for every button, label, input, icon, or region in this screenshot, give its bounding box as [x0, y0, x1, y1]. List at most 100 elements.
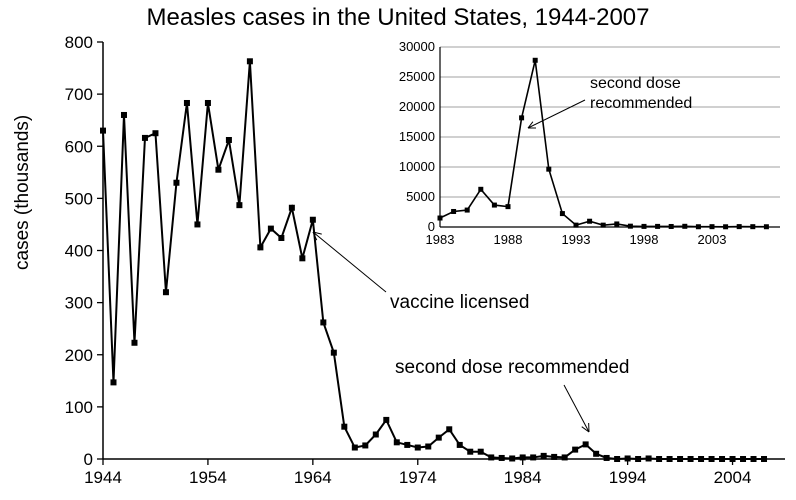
data-marker: [331, 350, 337, 356]
data-marker: [289, 205, 295, 211]
data-marker: [719, 456, 725, 462]
inset-y-tick-label: 5000: [406, 189, 435, 204]
inset-y-tick-label: 25000: [399, 69, 435, 84]
data-marker: [100, 128, 106, 134]
data-marker: [520, 454, 526, 460]
data-marker: [614, 221, 619, 226]
x-tick-label: 1964: [294, 468, 332, 487]
inset-x-tick-label: 1983: [426, 232, 455, 247]
inset-y-tick-label: 20000: [399, 99, 435, 114]
data-marker: [655, 224, 660, 229]
data-marker: [710, 224, 715, 229]
data-marker: [530, 454, 536, 460]
chart-svg: 0100200300400500600700800194419541964197…: [0, 0, 796, 500]
data-marker: [628, 224, 633, 229]
data-marker: [572, 447, 578, 453]
data-marker: [152, 130, 158, 136]
data-marker: [383, 417, 389, 423]
data-marker: [682, 224, 687, 229]
data-marker: [492, 203, 497, 208]
data-marker: [268, 226, 274, 232]
annotation-text: second dose recommended: [395, 357, 629, 378]
data-marker: [656, 456, 662, 462]
y-tick-label: 700: [65, 85, 93, 104]
annotation-text: recommended: [590, 95, 692, 112]
data-marker: [438, 216, 443, 221]
x-tick-label: 1974: [399, 468, 437, 487]
data-marker: [131, 340, 137, 346]
inset-x-tick-label: 1993: [562, 232, 591, 247]
x-tick-label: 1954: [189, 468, 227, 487]
inset-x-tick-label: 2003: [698, 232, 727, 247]
data-marker: [730, 456, 736, 462]
inset-x-tick-label: 1988: [494, 232, 523, 247]
data-marker: [121, 112, 127, 118]
annotation-arrow: [313, 232, 386, 292]
data-marker: [761, 456, 767, 462]
data-marker: [457, 442, 463, 448]
data-marker: [688, 456, 694, 462]
data-marker: [226, 137, 232, 143]
data-marker: [519, 115, 524, 120]
data-marker: [509, 455, 515, 461]
data-marker: [677, 456, 683, 462]
data-marker: [467, 449, 473, 455]
data-marker: [425, 443, 431, 449]
data-marker: [642, 224, 647, 229]
y-tick-label: 500: [65, 189, 93, 208]
x-tick-label: 1984: [504, 468, 542, 487]
data-marker: [299, 255, 305, 261]
data-marker: [546, 167, 551, 172]
annotation-arrow: [564, 385, 589, 432]
data-marker: [446, 426, 452, 432]
data-marker: [625, 455, 631, 461]
data-marker: [667, 456, 673, 462]
data-marker: [247, 58, 253, 64]
x-tick-label: 2004: [714, 468, 752, 487]
data-marker: [764, 224, 769, 229]
data-marker: [465, 208, 470, 213]
y-tick-label: 300: [65, 294, 93, 313]
chart-title: Measles cases in the United States, 1944…: [0, 4, 796, 32]
data-marker: [436, 435, 442, 441]
data-marker: [257, 244, 263, 250]
data-marker: [394, 439, 400, 445]
data-marker: [562, 454, 568, 460]
data-marker: [110, 379, 116, 385]
inset-y-tick-label: 10000: [399, 159, 435, 174]
inset-y-tick-label: 15000: [399, 129, 435, 144]
data-marker: [451, 209, 456, 214]
data-marker: [499, 455, 505, 461]
data-marker: [533, 58, 538, 63]
data-marker: [614, 456, 620, 462]
data-marker: [236, 202, 242, 208]
data-marker: [278, 235, 284, 241]
data-marker: [310, 217, 316, 223]
data-marker: [173, 180, 179, 186]
data-marker: [709, 456, 715, 462]
data-marker: [488, 454, 494, 460]
data-marker: [635, 456, 641, 462]
data-marker: [587, 219, 592, 224]
data-marker: [215, 167, 221, 173]
inset-y-tick-label: 30000: [399, 39, 435, 54]
data-marker: [205, 100, 211, 106]
data-marker: [593, 451, 599, 457]
data-marker: [574, 223, 579, 228]
y-tick-label: 600: [65, 137, 93, 156]
data-marker: [698, 456, 704, 462]
data-marker: [142, 135, 148, 141]
data-marker: [560, 211, 565, 216]
x-tick-label: 1994: [609, 468, 647, 487]
x-tick-label: 1944: [84, 468, 122, 487]
y-tick-label: 800: [65, 33, 93, 52]
data-marker: [404, 442, 410, 448]
data-marker: [184, 100, 190, 106]
data-marker: [320, 319, 326, 325]
annotation-text: second dose: [590, 75, 681, 92]
data-marker: [341, 424, 347, 430]
data-marker: [541, 453, 547, 459]
data-marker: [478, 449, 484, 455]
chart-container: Measles cases in the United States, 1944…: [0, 0, 796, 500]
data-marker: [373, 432, 379, 438]
